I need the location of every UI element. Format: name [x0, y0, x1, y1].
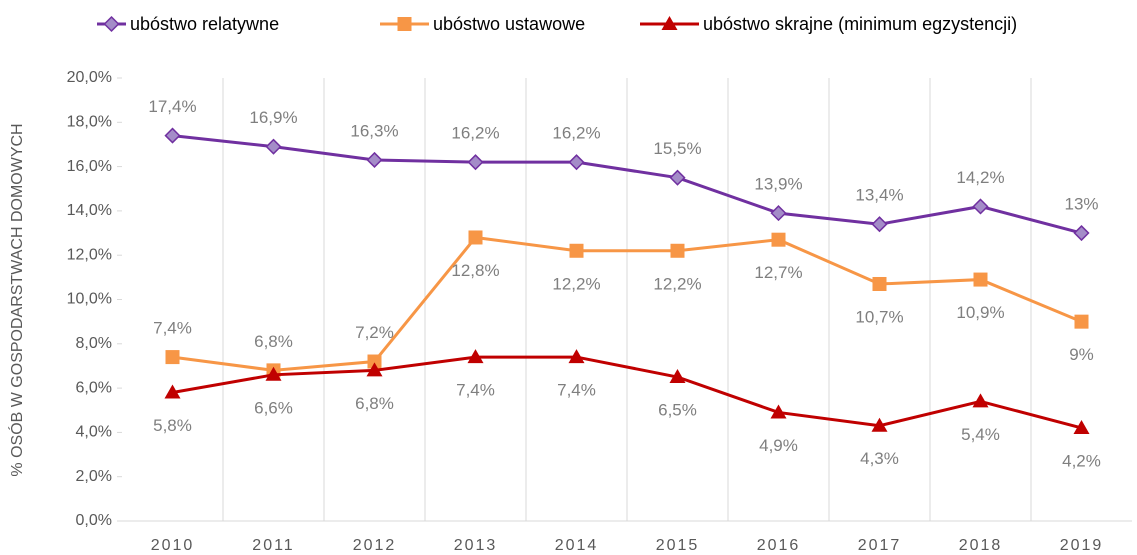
marker [265, 366, 282, 381]
marker [669, 369, 686, 384]
marker [661, 16, 678, 30]
marker [1073, 224, 1090, 242]
data-label: 16,9% [249, 108, 297, 127]
x-tick-label: 2019 [1060, 537, 1104, 554]
marker [367, 354, 382, 369]
data-label: 5,4% [961, 425, 1000, 444]
marker [467, 154, 484, 171]
marker [164, 384, 181, 399]
y-tick-label: 10,0% [67, 291, 112, 308]
marker [467, 349, 484, 364]
y-tick-label: 14,0% [67, 202, 112, 219]
y-tick-label: 0,0% [76, 512, 112, 529]
series-line [172, 235, 1083, 372]
data-label: 4,3% [860, 449, 899, 468]
data-label: 16,2% [451, 124, 499, 143]
x-tick-label: 2012 [353, 537, 397, 554]
x-tick-label: 2016 [757, 537, 801, 554]
marker [366, 362, 383, 377]
marker [265, 138, 282, 155]
data-label: 6,6% [254, 398, 293, 417]
data-label: 5,8% [153, 416, 192, 435]
marker [872, 276, 887, 291]
marker [973, 272, 988, 287]
data-label: 13,9% [754, 175, 802, 194]
marker [568, 349, 585, 364]
marker [568, 154, 585, 171]
data-label: 7,4% [557, 381, 596, 400]
y-tick-label: 18,0% [67, 114, 112, 131]
marker [165, 350, 180, 365]
data-label: 6,5% [658, 401, 697, 420]
marker [972, 198, 989, 215]
y-tick-label: 4,0% [76, 424, 112, 441]
marker [771, 232, 786, 247]
data-label: 13% [1064, 195, 1098, 214]
data-label: 14,2% [956, 168, 1004, 187]
x-tick-label: 2017 [858, 537, 902, 554]
data-label: 16,3% [350, 121, 398, 140]
marker [164, 127, 181, 144]
legend-label: ubóstwo skrajne (minimum egzystencji) [703, 14, 1017, 34]
marker [366, 151, 383, 169]
y-tick-label: 16,0% [67, 158, 112, 175]
marker [397, 17, 412, 31]
y-tick-label: 8,0% [76, 335, 112, 352]
marker [972, 393, 989, 408]
y-tick-label: 2,0% [76, 468, 112, 485]
data-label: 12,8% [451, 261, 499, 280]
y-axis-title: % OSÓB W GOSPODARSTWACH DOMOWYCH [7, 123, 26, 476]
marker [871, 417, 888, 432]
y-tick-label: 6,0% [76, 379, 112, 396]
marker [770, 205, 787, 222]
legend-label: ubóstwo relatywne [130, 14, 279, 34]
series-line [172, 134, 1082, 235]
x-tick-label: 2014 [555, 537, 599, 554]
data-label: 12,2% [653, 274, 701, 293]
data-label: 9% [1069, 345, 1094, 364]
marker [569, 243, 584, 258]
marker [1074, 314, 1089, 329]
data-label: 12,7% [754, 263, 802, 282]
series-line [172, 355, 1082, 430]
x-tick-label: 2018 [959, 537, 1003, 554]
y-tick-label: 20,0% [67, 69, 112, 86]
data-label: 15,5% [653, 139, 701, 158]
marker [669, 169, 686, 186]
data-label: 7,4% [456, 381, 495, 400]
data-label: 10,7% [855, 307, 903, 326]
data-label: 12,2% [552, 274, 600, 293]
marker [103, 15, 120, 33]
marker [770, 404, 787, 419]
marker [670, 243, 685, 258]
data-label: 4,9% [759, 436, 798, 455]
x-tick-label: 2011 [252, 537, 294, 554]
marker [1073, 419, 1090, 434]
x-tick-label: 2015 [656, 537, 700, 554]
data-label: 17,4% [148, 97, 196, 116]
data-label: 7,4% [153, 319, 192, 338]
x-tick-label: 2010 [151, 537, 195, 554]
data-label: 13,4% [855, 186, 903, 205]
data-label: 7,2% [355, 323, 394, 342]
marker [468, 230, 483, 245]
data-label: 6,8% [254, 332, 293, 351]
x-tick-label: 2013 [454, 537, 498, 554]
legend-label: ubóstwo ustawowe [433, 14, 585, 34]
marker [871, 216, 888, 233]
data-label: 6,8% [355, 394, 394, 413]
data-label: 10,9% [956, 303, 1004, 322]
y-tick-label: 12,0% [67, 246, 112, 263]
data-label: 16,2% [552, 124, 600, 143]
data-label: 4,2% [1062, 451, 1101, 470]
